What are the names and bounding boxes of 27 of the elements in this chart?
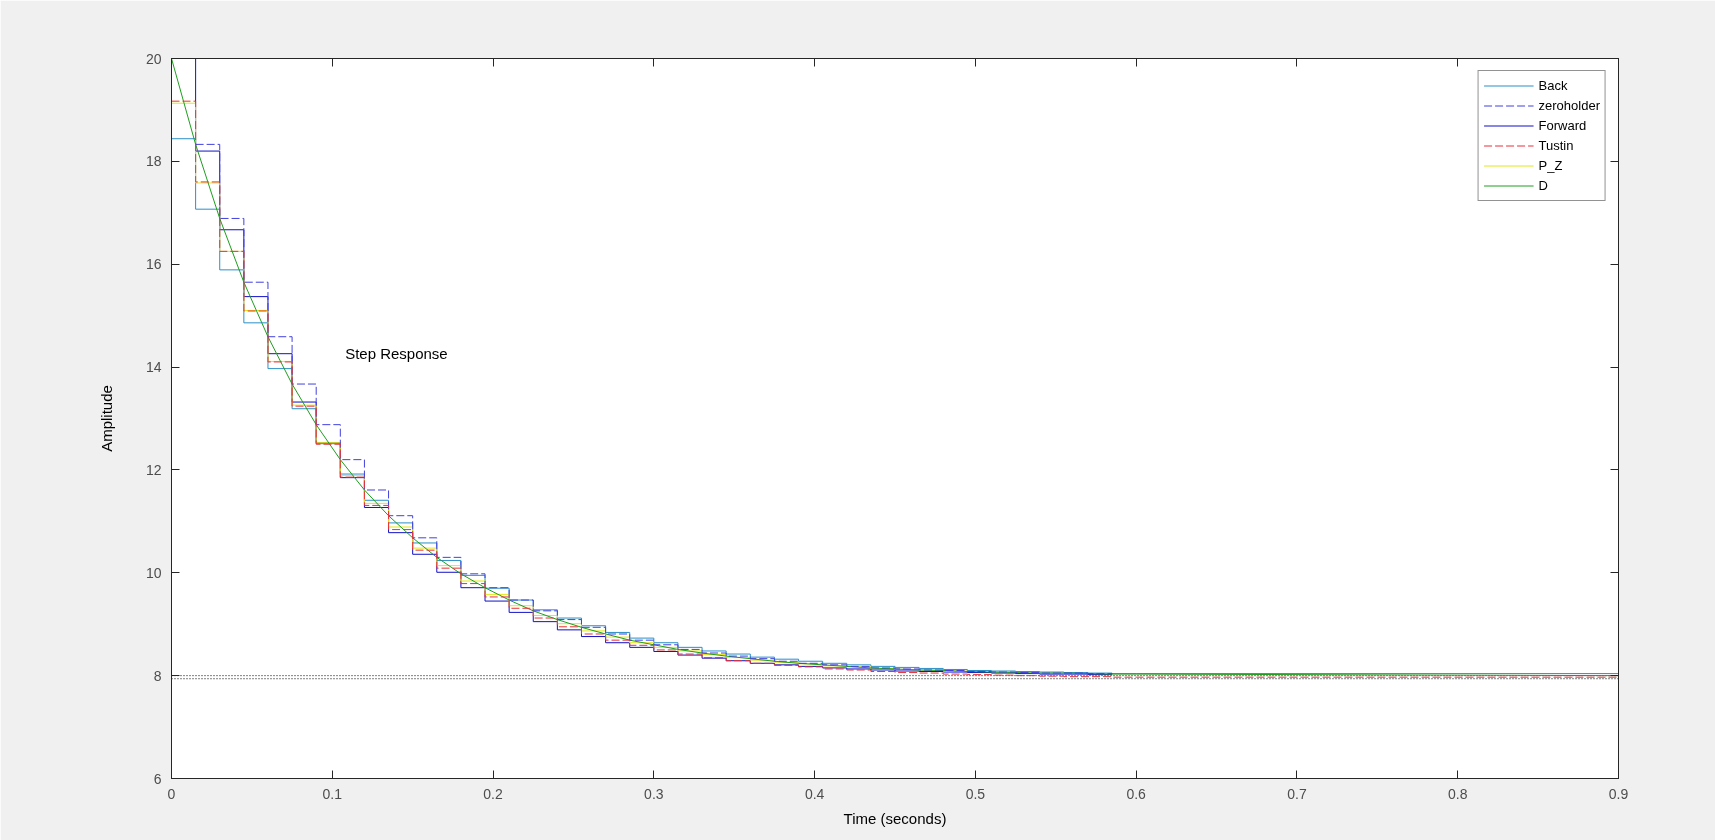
y-tick-label: 14 [145,359,162,376]
x-tick-label: 0.3 [644,785,664,802]
x-tick-label: 0.7 [1287,785,1307,802]
x-tick-label: 0.8 [1447,785,1468,802]
y-tick-label: 8 [153,667,162,684]
y-tick-label: 20 [145,50,162,67]
y-tick-label: 10 [145,564,162,581]
x-tick-label: 0.6 [1126,785,1147,802]
legend-label: Tustin [1538,137,1574,155]
x-tick-label: 0.5 [965,785,986,802]
x-tick-label: 0.2 [483,785,503,802]
text: Step Response [345,345,448,363]
y-tick-label: 6 [153,770,162,787]
legend-label: D [1538,177,1549,195]
legend-label: Back [1538,77,1568,95]
y-tick-label: 16 [145,256,162,273]
y-tick-label: 18 [145,153,162,170]
legend-label: P_Z [1538,157,1563,175]
x-tick-label: 0 [167,785,176,802]
legend-label: Forward [1538,117,1587,135]
x-tick-label: 0.9 [1608,785,1629,802]
x-tick-label: 0.1 [322,785,343,802]
legend-label: zeroholder [1538,97,1600,115]
x-tick-label: 0.4 [804,785,825,802]
y-axis-title: Amplitude [97,385,115,452]
y-tick-label: 12 [145,461,162,478]
x-axis-title: Time (seconds) [843,809,947,827]
